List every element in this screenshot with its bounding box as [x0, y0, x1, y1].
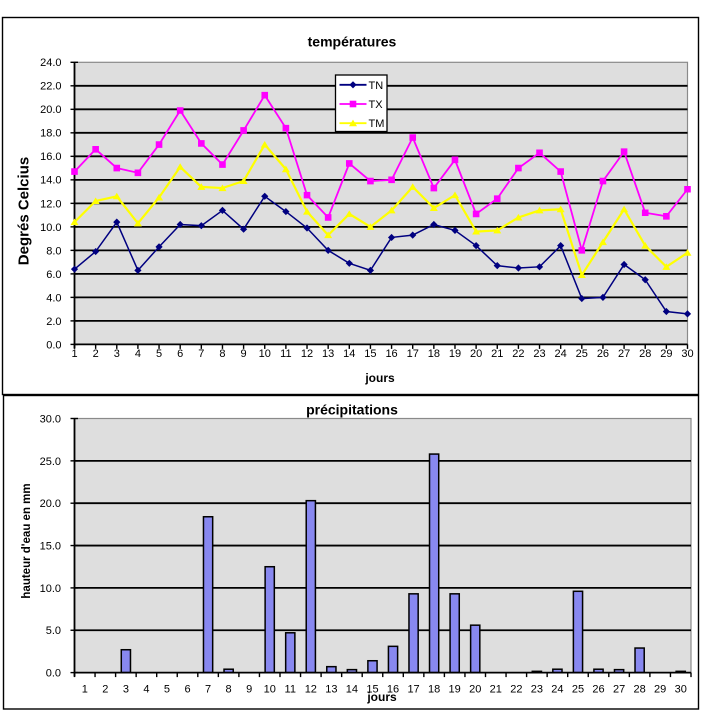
svg-text:15: 15: [364, 348, 376, 360]
svg-text:19: 19: [449, 684, 461, 696]
svg-text:3: 3: [114, 348, 120, 360]
svg-text:6.0: 6.0: [46, 269, 61, 281]
svg-text:25.0: 25.0: [40, 456, 61, 468]
svg-text:23: 23: [531, 684, 543, 696]
svg-text:précipitations: précipitations: [306, 402, 398, 418]
svg-text:TX: TX: [369, 99, 384, 111]
svg-text:4: 4: [135, 348, 141, 360]
svg-text:2.0: 2.0: [46, 316, 61, 328]
svg-text:0.0: 0.0: [46, 668, 61, 680]
svg-text:24.0: 24.0: [40, 57, 61, 69]
svg-text:22: 22: [512, 348, 524, 360]
svg-text:6: 6: [184, 684, 190, 696]
svg-text:températures: températures: [308, 33, 397, 49]
svg-text:8: 8: [226, 684, 232, 696]
svg-text:30.0: 30.0: [40, 413, 61, 425]
svg-text:10.0: 10.0: [40, 222, 61, 234]
svg-text:13: 13: [322, 348, 334, 360]
svg-text:29: 29: [654, 684, 666, 696]
svg-text:10: 10: [259, 348, 271, 360]
svg-text:5: 5: [164, 684, 170, 696]
svg-text:20.0: 20.0: [40, 104, 61, 116]
svg-text:18.0: 18.0: [40, 128, 61, 140]
svg-text:14.0: 14.0: [40, 175, 61, 187]
svg-text:25: 25: [572, 684, 584, 696]
svg-text:27: 27: [613, 684, 625, 696]
svg-text:6: 6: [177, 348, 183, 360]
svg-text:23: 23: [533, 348, 545, 360]
svg-text:25: 25: [576, 348, 588, 360]
svg-text:10.0: 10.0: [40, 583, 61, 595]
svg-text:8.0: 8.0: [46, 245, 61, 257]
svg-text:5: 5: [156, 348, 162, 360]
svg-text:15.0: 15.0: [40, 540, 61, 552]
svg-text:19: 19: [449, 348, 461, 360]
svg-text:28: 28: [639, 348, 651, 360]
svg-text:1: 1: [71, 348, 77, 360]
svg-text:26: 26: [597, 348, 609, 360]
svg-text:22: 22: [510, 684, 522, 696]
svg-text:17: 17: [407, 684, 419, 696]
svg-text:29: 29: [660, 348, 672, 360]
svg-text:0.0: 0.0: [46, 339, 61, 351]
svg-text:1: 1: [82, 684, 88, 696]
svg-text:20: 20: [469, 684, 481, 696]
svg-text:12: 12: [305, 684, 317, 696]
svg-text:14: 14: [343, 348, 355, 360]
svg-text:16: 16: [385, 348, 397, 360]
svg-text:12: 12: [301, 348, 313, 360]
svg-text:16.0: 16.0: [40, 151, 61, 163]
svg-text:24: 24: [555, 348, 567, 360]
svg-text:jours: jours: [364, 371, 395, 385]
svg-text:16: 16: [387, 684, 399, 696]
svg-text:26: 26: [592, 684, 604, 696]
svg-text:17: 17: [407, 348, 419, 360]
svg-text:28: 28: [633, 684, 645, 696]
svg-text:8: 8: [219, 348, 225, 360]
svg-text:22.0: 22.0: [40, 81, 61, 93]
svg-text:2: 2: [102, 684, 108, 696]
svg-text:18: 18: [428, 348, 440, 360]
svg-text:TM: TM: [369, 118, 385, 130]
svg-text:27: 27: [618, 348, 630, 360]
svg-text:9: 9: [241, 348, 247, 360]
svg-text:10: 10: [264, 684, 276, 696]
svg-text:11: 11: [285, 684, 296, 696]
svg-text:4.0: 4.0: [46, 292, 61, 304]
svg-text:20.0: 20.0: [40, 498, 61, 510]
svg-text:7: 7: [198, 348, 204, 360]
svg-text:24: 24: [551, 684, 563, 696]
svg-text:9: 9: [246, 684, 252, 696]
svg-text:12.0: 12.0: [40, 198, 61, 210]
svg-text:30: 30: [675, 684, 687, 696]
svg-text:21: 21: [490, 684, 502, 696]
svg-text:hauteur d'eau en mm: hauteur d'eau en mm: [21, 483, 33, 598]
svg-text:20: 20: [470, 348, 482, 360]
svg-text:15: 15: [366, 684, 378, 696]
svg-text:TN: TN: [369, 80, 384, 92]
svg-text:30: 30: [681, 348, 693, 360]
svg-text:11: 11: [280, 348, 291, 360]
svg-text:2: 2: [93, 348, 99, 360]
svg-text:18: 18: [428, 684, 440, 696]
svg-text:Degrés Celcius: Degrés Celcius: [16, 157, 33, 265]
svg-text:14: 14: [346, 684, 358, 696]
svg-text:5.0: 5.0: [46, 625, 61, 637]
svg-text:3: 3: [123, 684, 129, 696]
svg-text:7: 7: [205, 684, 211, 696]
svg-text:13: 13: [325, 684, 337, 696]
svg-text:4: 4: [143, 684, 149, 696]
svg-text:21: 21: [491, 348, 503, 360]
svg-text:jours: jours: [366, 690, 397, 704]
